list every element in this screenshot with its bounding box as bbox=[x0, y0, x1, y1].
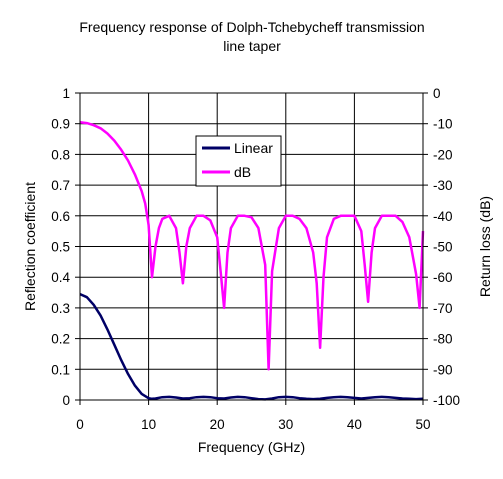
x-tick-label: 10 bbox=[141, 417, 156, 432]
legend-label-db: dB bbox=[234, 164, 251, 180]
x-tick-label: 0 bbox=[76, 417, 84, 432]
legend-box bbox=[195, 135, 282, 187]
y-left-tick-label: 0.6 bbox=[51, 209, 70, 224]
series-line-linear bbox=[79, 292, 424, 401]
y-right-tick-label: -40 bbox=[433, 209, 453, 224]
y-right-tick-label: 0 bbox=[433, 86, 441, 101]
y-left-axis-ticks: 0 0.1 0.2 0.3 0.4 0.5 0.6 0.7 0.8 0.9 1 bbox=[51, 86, 80, 408]
x-axis-ticks: 0 10 20 30 40 50 bbox=[76, 400, 431, 432]
grid bbox=[80, 93, 423, 400]
y-left-tick-label: 0.4 bbox=[51, 270, 70, 285]
y-left-tick-label: 0.9 bbox=[51, 117, 70, 132]
y-left-tick-label: 0.3 bbox=[51, 301, 70, 316]
y-left-tick-label: 0.7 bbox=[51, 178, 70, 193]
y-left-tick-label: 0.1 bbox=[51, 362, 70, 377]
legend: Linear dB bbox=[195, 135, 282, 187]
series-line-db bbox=[79, 120, 425, 371]
y-left-tick-label: 1 bbox=[62, 86, 70, 101]
y-right-tick-label: -10 bbox=[433, 117, 453, 132]
y-left-tick-label: 0 bbox=[62, 393, 70, 408]
y-right-tick-label: -90 bbox=[433, 362, 453, 377]
x-tick-label: 30 bbox=[278, 417, 293, 432]
y-left-tick-label: 0.8 bbox=[51, 147, 70, 162]
y-right-tick-label: -50 bbox=[433, 240, 453, 255]
legend-label-linear: Linear bbox=[234, 140, 273, 156]
y-right-tick-label: -70 bbox=[433, 301, 453, 316]
y-right-tick-label: -100 bbox=[433, 393, 460, 408]
x-tick-label: 20 bbox=[210, 417, 225, 432]
y-left-axis-label: Reflection coefficient bbox=[22, 182, 38, 311]
x-tick-label: 50 bbox=[415, 417, 430, 432]
y-left-tick-label: 0.5 bbox=[51, 240, 70, 255]
chart-title-line-2: line taper bbox=[223, 38, 281, 54]
y-right-tick-label: -60 bbox=[433, 270, 453, 285]
y-left-tick-label: 0.2 bbox=[51, 332, 70, 347]
x-axis-label: Frequency (GHz) bbox=[198, 439, 305, 455]
chart-title-line-1: Frequency response of Dolph-Tchebycheff … bbox=[79, 19, 424, 35]
y-right-axis-ticks: -100-90-80-70-60-50-40-30-20-100 bbox=[423, 86, 460, 408]
y-right-tick-label: -80 bbox=[433, 332, 453, 347]
y-right-tick-label: -20 bbox=[433, 147, 453, 162]
y-right-tick-label: -30 bbox=[433, 178, 453, 193]
series-group bbox=[79, 120, 425, 401]
x-tick-label: 40 bbox=[347, 417, 362, 432]
chart-title: Frequency response of Dolph-Tchebycheff … bbox=[79, 19, 424, 54]
y-right-axis-label: Return loss (dB) bbox=[477, 196, 493, 297]
